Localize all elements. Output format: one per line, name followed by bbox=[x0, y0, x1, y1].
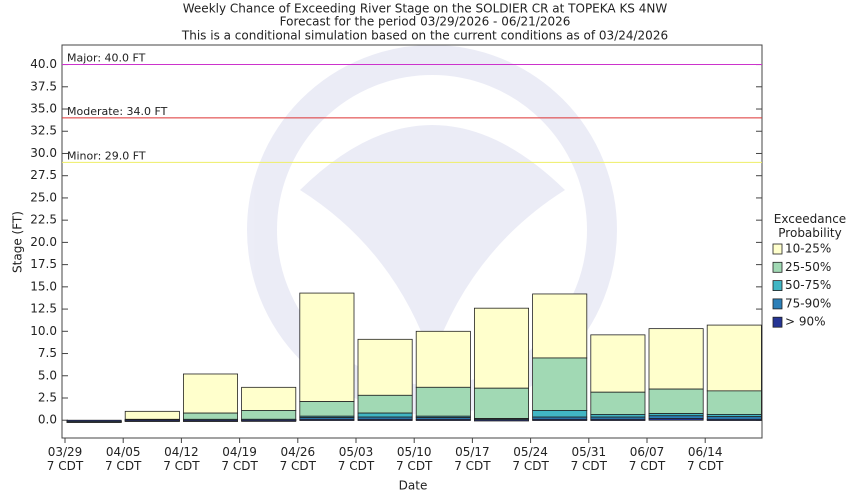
y-tick-label: 15.0 bbox=[30, 279, 57, 293]
x-tick-label: 05/24 7 CDT bbox=[512, 445, 549, 473]
y-tick-label: 27.5 bbox=[30, 168, 57, 182]
bar-segment bbox=[473, 419, 529, 422]
x-tick-label: 04/19 7 CDT bbox=[221, 445, 258, 473]
y-tick-label: 0.0 bbox=[38, 413, 57, 427]
y-tick-label: 32.5 bbox=[30, 124, 57, 138]
legend-label: 10-25% bbox=[785, 242, 831, 256]
x-axis-label: Date bbox=[399, 479, 428, 493]
bar-segment bbox=[415, 330, 471, 388]
y-tick-label: 20.0 bbox=[30, 235, 57, 249]
y-tick-label: 12.5 bbox=[30, 302, 57, 316]
legend-title: Exceedance Probability bbox=[774, 212, 846, 240]
bar-segment bbox=[473, 307, 529, 389]
bar-segment bbox=[357, 338, 413, 396]
x-tick-label: 04/05 7 CDT bbox=[105, 445, 142, 473]
y-tick-label: 40.0 bbox=[30, 57, 57, 71]
legend-swatch bbox=[772, 316, 783, 328]
bar-segment bbox=[182, 412, 238, 420]
bar-segment bbox=[357, 394, 413, 414]
bar-segment bbox=[182, 373, 238, 414]
chart-note: This is a conditional simulation based o… bbox=[181, 29, 668, 43]
x-tick-label: 04/26 7 CDT bbox=[280, 445, 317, 473]
bar-segment bbox=[241, 419, 297, 422]
y-tick-label: 10.0 bbox=[30, 324, 57, 338]
bar-segment bbox=[648, 328, 704, 390]
bar-segment bbox=[415, 418, 471, 421]
bar-segment bbox=[590, 391, 646, 415]
x-tick-label: 05/10 7 CDT bbox=[396, 445, 433, 473]
chart-title: Weekly Chance of Exceeding River Stage o… bbox=[183, 2, 668, 16]
bar-segment bbox=[357, 418, 413, 421]
bar-segment bbox=[706, 418, 762, 421]
bar-segment bbox=[648, 415, 704, 419]
y-tick-label: 22.5 bbox=[30, 213, 57, 227]
bar-segment bbox=[532, 418, 588, 421]
x-tick-label: 05/17 7 CDT bbox=[454, 445, 491, 473]
legend-label: > 90% bbox=[785, 315, 826, 329]
legend-swatch bbox=[772, 243, 783, 255]
bar-segment bbox=[182, 419, 238, 422]
y-axis-label: Stage (FT) bbox=[11, 211, 25, 273]
y-tick-label: 25.0 bbox=[30, 190, 57, 204]
bar-segment bbox=[648, 418, 704, 421]
legend-label: 75-90% bbox=[785, 296, 831, 310]
y-tick-label: 17.5 bbox=[30, 257, 57, 271]
chart-subtitle: Forecast for the period 03/29/2026 - 06/… bbox=[280, 15, 571, 29]
legend-swatch bbox=[772, 280, 783, 292]
bar-segment bbox=[124, 419, 180, 422]
y-tick-label: 35.0 bbox=[30, 102, 57, 116]
bar-segment bbox=[706, 416, 762, 420]
y-tick-label: 7.5 bbox=[38, 346, 57, 360]
bar-segment bbox=[590, 418, 646, 421]
legend-swatch bbox=[772, 261, 783, 273]
y-tick-label: 5.0 bbox=[38, 368, 57, 382]
plot-frame bbox=[61, 44, 763, 439]
x-tick-label: 06/14 7 CDT bbox=[687, 445, 724, 473]
bar-segment bbox=[473, 387, 529, 419]
bar-segment bbox=[590, 414, 646, 418]
bar-segment bbox=[706, 390, 762, 415]
threshold-label: Minor: 29.0 FT bbox=[67, 149, 146, 162]
bar-segment bbox=[415, 386, 471, 417]
x-tick-label: 05/31 7 CDT bbox=[571, 445, 608, 473]
bar-segment bbox=[532, 357, 588, 411]
bar-segment bbox=[648, 388, 704, 414]
x-tick-label: 06/07 7 CDT bbox=[629, 445, 666, 473]
bar-segment bbox=[66, 419, 122, 422]
y-tick-label: 30.0 bbox=[30, 146, 57, 160]
legend-label: 50-75% bbox=[785, 278, 831, 292]
bar-segment bbox=[299, 418, 355, 421]
bar-segment bbox=[299, 401, 355, 417]
threshold-label: Moderate: 34.0 FT bbox=[67, 105, 168, 118]
bar-segment bbox=[532, 410, 588, 418]
x-tick-label: 05/03 7 CDT bbox=[338, 445, 375, 473]
bar-segment bbox=[299, 292, 355, 402]
bar-segment bbox=[532, 293, 588, 359]
bar-segment bbox=[590, 334, 646, 393]
x-tick-label: 03/29 7 CDT bbox=[47, 445, 84, 473]
bar-segment bbox=[706, 324, 762, 392]
legend-swatch bbox=[772, 298, 783, 310]
legend-label: 25-50% bbox=[785, 260, 831, 274]
bar-segment bbox=[357, 412, 413, 418]
y-tick-label: 2.5 bbox=[38, 390, 57, 404]
bar-segment bbox=[124, 410, 180, 420]
bar-segment bbox=[241, 386, 297, 411]
threshold-label: Major: 40.0 FT bbox=[67, 52, 146, 65]
x-tick-label: 04/12 7 CDT bbox=[163, 445, 200, 473]
y-tick-label: 37.5 bbox=[30, 79, 57, 93]
bar-segment bbox=[241, 410, 297, 420]
